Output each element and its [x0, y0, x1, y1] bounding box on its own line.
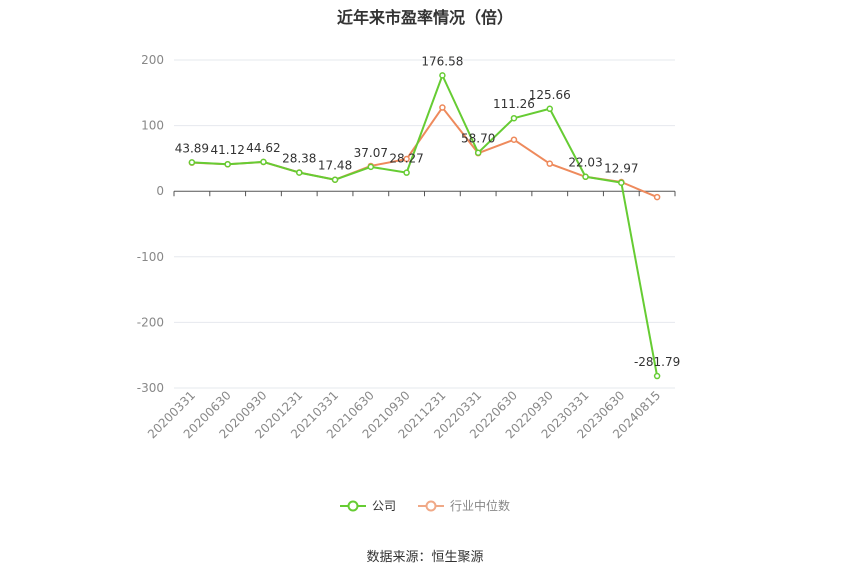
point-company — [653, 372, 661, 380]
y-tick-label: 100 — [141, 119, 164, 133]
data-label-company: 44.62 — [246, 141, 280, 155]
legend: 公司 行业中位数 — [0, 497, 850, 514]
data-label-company: 28.38 — [282, 152, 316, 166]
data-label-company: 58.70 — [461, 132, 495, 146]
y-tick-label: -200 — [137, 315, 164, 329]
legend-item-company[interactable]: 公司 — [339, 497, 396, 514]
point-industry — [439, 104, 446, 111]
chart-title: 近年来市盈率情况（倍） — [336, 8, 513, 27]
point-company — [331, 176, 339, 183]
series-line-company — [191, 74, 659, 377]
data-label-company: 17.48 — [318, 159, 352, 173]
legend-label-company: 公司 — [371, 499, 396, 513]
legend-item-industry[interactable]: 行业中位数 — [418, 497, 510, 514]
y-tick-label: -100 — [137, 250, 164, 264]
data-label-company: 28.27 — [389, 152, 423, 166]
data-label-company: 43.89 — [175, 141, 209, 155]
point-company — [296, 169, 303, 176]
y-tick-label: -300 — [137, 381, 164, 395]
data-source: 数据来源：恒生聚源 — [366, 550, 484, 565]
data-label-company: 125.66 — [529, 88, 571, 102]
legend-industry-icon — [418, 500, 444, 511]
point-company — [188, 159, 196, 166]
legend-company-icon — [339, 500, 366, 511]
grid-lines — [174, 59, 675, 389]
point-company — [618, 179, 625, 186]
point-company — [403, 169, 410, 176]
x-axis: 2020033120200630202009302020123120210331… — [145, 190, 676, 441]
series-lines — [188, 72, 661, 380]
point-company — [546, 105, 553, 113]
point-industry — [403, 155, 410, 163]
data-label-company: 12.97 — [604, 162, 638, 176]
data-label-company: 22.03 — [568, 156, 602, 170]
point-company — [439, 72, 446, 79]
data-label-company: 111.26 — [493, 97, 535, 111]
point-company — [260, 158, 267, 166]
point-industry — [510, 136, 518, 143]
point-company — [510, 114, 518, 122]
y-tick-label: 0 — [156, 184, 164, 198]
data-label-company: 41.12 — [210, 143, 244, 157]
y-axis: 200 100 0 -100 -200 -300 — [137, 53, 164, 395]
data-label-company: -281.79 — [634, 355, 680, 369]
point-company — [474, 149, 482, 156]
y-tick-label: 200 — [141, 53, 164, 67]
legend-label-industry: 行业中位数 — [450, 499, 511, 513]
point-company — [367, 163, 375, 171]
data-label-company: 176.58 — [421, 54, 463, 68]
point-industry — [653, 193, 661, 201]
point-company — [582, 173, 589, 180]
data-label-company: 37.07 — [354, 146, 388, 160]
pe-ratio-line-chart: 200 100 0 -100 -200 -300 20200331202006302020… — [137, 53, 681, 441]
point-company — [224, 160, 231, 168]
point-industry — [546, 160, 553, 167]
